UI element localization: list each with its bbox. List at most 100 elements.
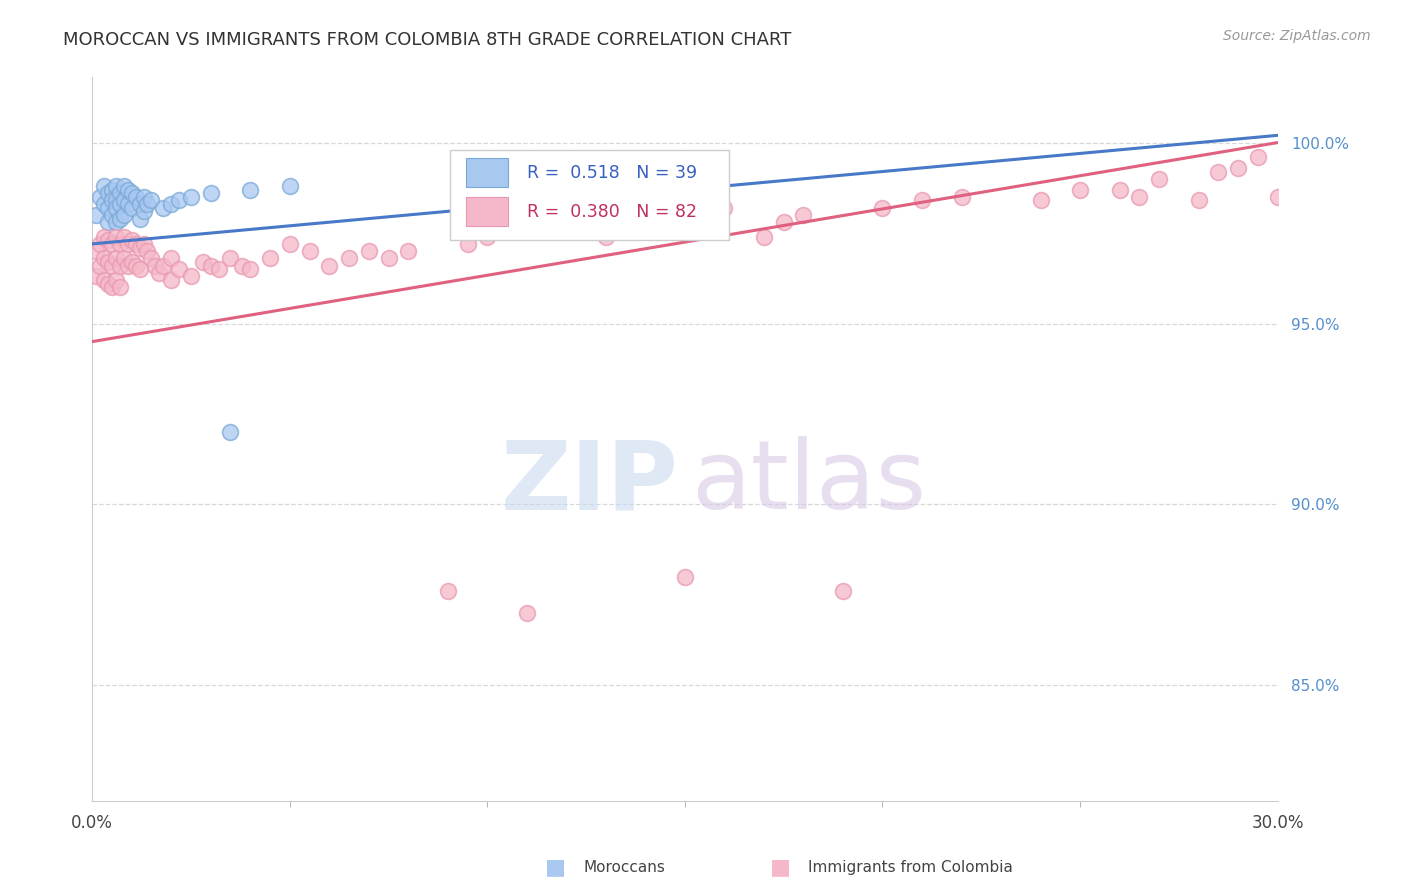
FancyBboxPatch shape [450, 150, 728, 240]
Point [1227, 161, 1250, 175]
Point [1286, 136, 1309, 150]
Point [84, 269, 107, 284]
Point [101, 194, 124, 208]
Point [259, 252, 281, 266]
Point [318, 259, 340, 273]
Point [437, 584, 460, 599]
Point [167, 194, 190, 208]
Text: R =  0.380   N = 82: R = 0.380 N = 82 [527, 203, 697, 221]
Point [278, 179, 301, 194]
Point [104, 201, 127, 215]
Point [396, 244, 419, 259]
Point [377, 252, 399, 266]
Point [108, 211, 131, 226]
Point [108, 259, 131, 273]
Point [357, 244, 380, 259]
Text: R =  0.518   N = 39: R = 0.518 N = 39 [527, 164, 697, 182]
Point [792, 208, 814, 222]
Point [93, 197, 115, 211]
Point [97, 255, 120, 269]
Point [693, 190, 716, 204]
Point [595, 229, 617, 244]
Point [117, 197, 139, 211]
Point [104, 273, 127, 287]
Point [1069, 183, 1091, 197]
Point [112, 252, 135, 266]
Point [337, 252, 360, 266]
Point [97, 201, 120, 215]
Point [112, 229, 135, 244]
Text: MOROCCAN VS IMMIGRANTS FROM COLOMBIA 8TH GRADE CORRELATION CHART: MOROCCAN VS IMMIGRANTS FROM COLOMBIA 8TH… [63, 31, 792, 49]
Point [101, 280, 124, 294]
Point [101, 208, 124, 222]
Point [89, 236, 111, 251]
Point [516, 606, 538, 620]
Point [180, 269, 202, 284]
Point [84, 244, 107, 259]
Point [219, 252, 242, 266]
Point [97, 277, 120, 291]
Point [128, 240, 150, 254]
Point [108, 280, 131, 294]
Point [136, 244, 159, 259]
Point [1247, 150, 1270, 164]
Point [167, 262, 190, 277]
Point [160, 273, 183, 287]
Text: ZIP: ZIP [501, 436, 679, 529]
Point [132, 190, 155, 204]
Point [239, 262, 262, 277]
Point [128, 211, 150, 226]
Point [200, 259, 222, 273]
Point [108, 197, 131, 211]
Text: Source: ZipAtlas.com: Source: ZipAtlas.com [1223, 29, 1371, 43]
Point [121, 186, 143, 201]
Point [132, 236, 155, 251]
Point [1128, 190, 1150, 204]
Point [191, 255, 214, 269]
Point [278, 236, 301, 251]
Point [104, 194, 127, 208]
Point [104, 252, 127, 266]
Point [152, 259, 174, 273]
Point [93, 273, 115, 287]
Point [239, 183, 262, 197]
Point [141, 252, 163, 266]
Point [772, 215, 794, 229]
Point [1267, 190, 1289, 204]
Point [104, 229, 127, 244]
Point [128, 197, 150, 211]
Y-axis label: 8th Grade: 8th Grade [0, 401, 7, 478]
Point [145, 259, 167, 273]
Point [124, 259, 146, 273]
Point [180, 190, 202, 204]
Text: ■: ■ [546, 857, 565, 877]
Point [89, 259, 111, 273]
Point [97, 233, 120, 247]
Point [160, 252, 183, 266]
Point [634, 215, 657, 229]
Point [93, 229, 115, 244]
Point [112, 208, 135, 222]
Point [160, 197, 183, 211]
Point [950, 190, 973, 204]
Point [108, 236, 131, 251]
Text: ■: ■ [770, 857, 790, 877]
Point [136, 197, 159, 211]
Point [752, 229, 775, 244]
Point [101, 183, 124, 197]
Point [713, 201, 735, 215]
Point [1147, 171, 1170, 186]
Point [152, 201, 174, 215]
Point [89, 190, 111, 204]
Point [84, 208, 107, 222]
Point [832, 584, 855, 599]
Point [555, 222, 578, 236]
Point [477, 229, 499, 244]
Point [112, 194, 135, 208]
Point [112, 179, 135, 194]
Point [121, 255, 143, 269]
Point [231, 259, 253, 273]
Point [117, 183, 139, 197]
Point [200, 186, 222, 201]
Point [132, 204, 155, 219]
